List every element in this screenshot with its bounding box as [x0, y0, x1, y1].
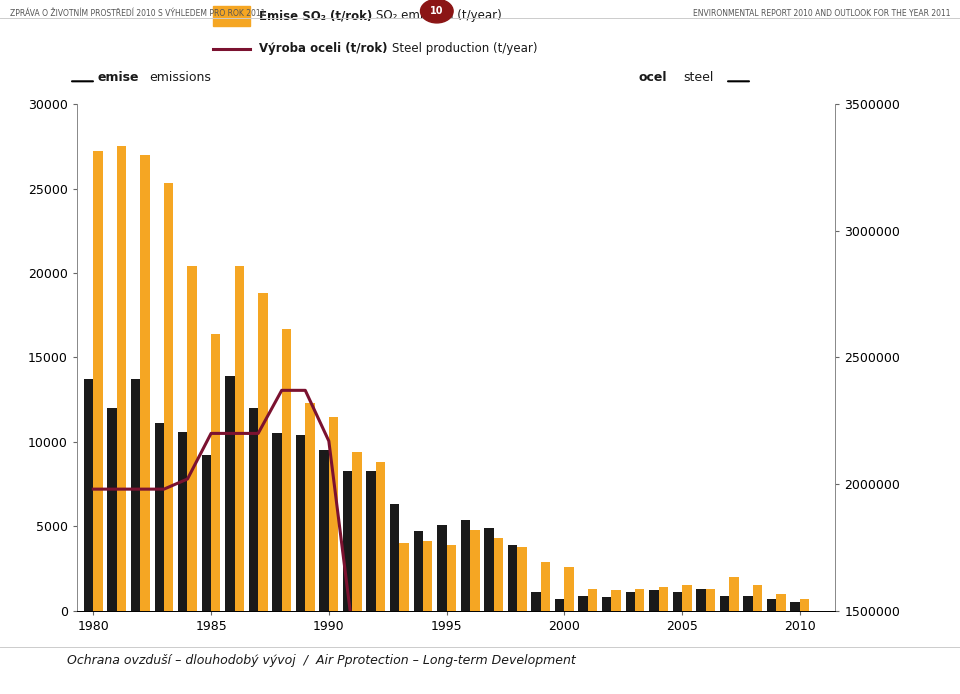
Bar: [164, 183, 174, 611]
Bar: [414, 532, 423, 611]
Text: Výroba oceli (t/rok): Výroba oceli (t/rok): [259, 42, 387, 56]
Text: SO₂ emission (t/year): SO₂ emission (t/year): [376, 10, 502, 22]
Bar: [706, 589, 715, 611]
Bar: [226, 376, 234, 611]
Bar: [484, 528, 493, 611]
Text: ocel: ocel: [638, 71, 666, 84]
Bar: [555, 599, 564, 611]
Bar: [84, 380, 93, 611]
Bar: [508, 545, 517, 611]
Text: Steel production (t/year): Steel production (t/year): [392, 42, 537, 56]
Bar: [540, 561, 550, 611]
Bar: [790, 602, 800, 611]
Bar: [743, 595, 753, 611]
Text: ENVIRONMENTAL REPORT 2010 AND OUTLOOK FOR THE YEAR 2011: ENVIRONMENTAL REPORT 2010 AND OUTLOOK FO…: [693, 9, 950, 18]
Bar: [612, 591, 621, 611]
Bar: [461, 520, 470, 611]
Bar: [367, 471, 376, 611]
Bar: [673, 592, 683, 611]
Bar: [517, 547, 527, 611]
Bar: [649, 591, 659, 611]
Bar: [659, 587, 668, 611]
Bar: [117, 146, 127, 611]
Bar: [320, 450, 329, 611]
Text: Emise SO₂ (t/rok): Emise SO₂ (t/rok): [259, 10, 372, 22]
Bar: [800, 599, 809, 611]
Bar: [767, 599, 777, 611]
Bar: [602, 598, 612, 611]
Bar: [720, 595, 730, 611]
Bar: [423, 541, 432, 611]
Bar: [296, 435, 305, 611]
Bar: [305, 403, 315, 611]
Bar: [343, 471, 352, 611]
Bar: [281, 329, 291, 611]
Text: ZPRÁVA O ŽIVOTNÍM PROSTŘEDÍ 2010 S VÝHLEDEM PRO ROK 2011: ZPRÁVA O ŽIVOTNÍM PROSTŘEDÍ 2010 S VÝHLE…: [10, 9, 265, 18]
Bar: [213, 6, 250, 26]
Bar: [376, 462, 385, 611]
Bar: [202, 455, 211, 611]
Bar: [390, 505, 399, 611]
Bar: [93, 151, 103, 611]
Bar: [108, 408, 117, 611]
Bar: [437, 525, 446, 611]
Bar: [696, 589, 706, 611]
Bar: [273, 433, 281, 611]
Bar: [352, 452, 362, 611]
Bar: [753, 586, 762, 611]
Bar: [626, 592, 635, 611]
Bar: [446, 545, 456, 611]
Text: emissions: emissions: [149, 71, 211, 84]
Bar: [140, 155, 150, 611]
Bar: [635, 589, 644, 611]
Bar: [155, 423, 164, 611]
Bar: [187, 266, 197, 611]
Bar: [211, 334, 221, 611]
Bar: [131, 380, 140, 611]
Text: emise: emise: [97, 71, 139, 84]
Bar: [777, 594, 785, 611]
Bar: [564, 567, 574, 611]
Bar: [234, 266, 244, 611]
Text: 10: 10: [430, 6, 444, 16]
Bar: [329, 416, 338, 611]
Bar: [532, 592, 540, 611]
Bar: [399, 543, 409, 611]
Text: Ochrana ovzduší – dlouhodobý vývoj  /  Air Pprotection – Long-term Development: Ochrana ovzduší – dlouhodobý vývoj / Air…: [67, 654, 576, 667]
Text: steel: steel: [684, 71, 714, 84]
Bar: [683, 586, 691, 611]
Bar: [730, 577, 738, 611]
Bar: [258, 294, 268, 611]
Bar: [579, 595, 588, 611]
Bar: [493, 538, 503, 611]
Bar: [178, 432, 187, 611]
Bar: [588, 589, 597, 611]
Bar: [470, 530, 480, 611]
Bar: [249, 408, 258, 611]
